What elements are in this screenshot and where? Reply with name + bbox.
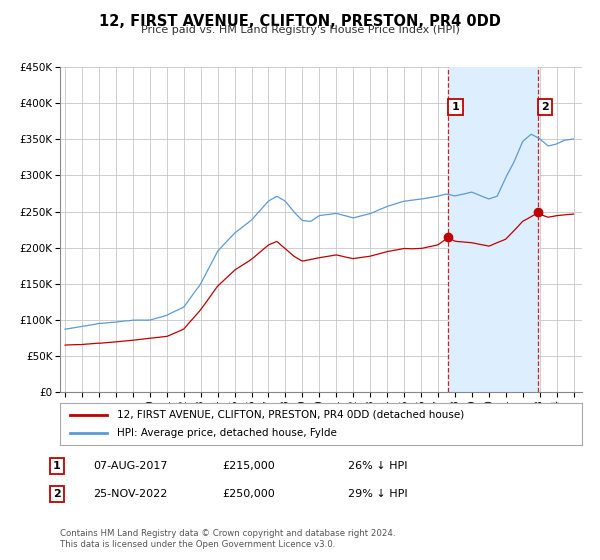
Text: Contains HM Land Registry data © Crown copyright and database right 2024.
This d: Contains HM Land Registry data © Crown c…: [60, 529, 395, 549]
Text: 29% ↓ HPI: 29% ↓ HPI: [348, 489, 407, 499]
Text: £250,000: £250,000: [222, 489, 275, 499]
Text: 26% ↓ HPI: 26% ↓ HPI: [348, 461, 407, 471]
Text: 1: 1: [451, 102, 459, 112]
Bar: [448, 67, 538, 392]
Text: 07-AUG-2017: 07-AUG-2017: [93, 461, 167, 471]
Text: 25-NOV-2022: 25-NOV-2022: [93, 489, 167, 499]
Text: 2: 2: [53, 489, 61, 499]
Text: £215,000: £215,000: [222, 461, 275, 471]
Text: Price paid vs. HM Land Registry's House Price Index (HPI): Price paid vs. HM Land Registry's House …: [140, 25, 460, 35]
Text: 2: 2: [541, 102, 549, 112]
Text: 12, FIRST AVENUE, CLIFTON, PRESTON, PR4 0DD (detached house): 12, FIRST AVENUE, CLIFTON, PRESTON, PR4 …: [118, 410, 464, 420]
Text: 12, FIRST AVENUE, CLIFTON, PRESTON, PR4 0DD: 12, FIRST AVENUE, CLIFTON, PRESTON, PR4 …: [99, 14, 501, 29]
Text: HPI: Average price, detached house, Fylde: HPI: Average price, detached house, Fyld…: [118, 428, 337, 438]
Text: 1: 1: [53, 461, 61, 471]
